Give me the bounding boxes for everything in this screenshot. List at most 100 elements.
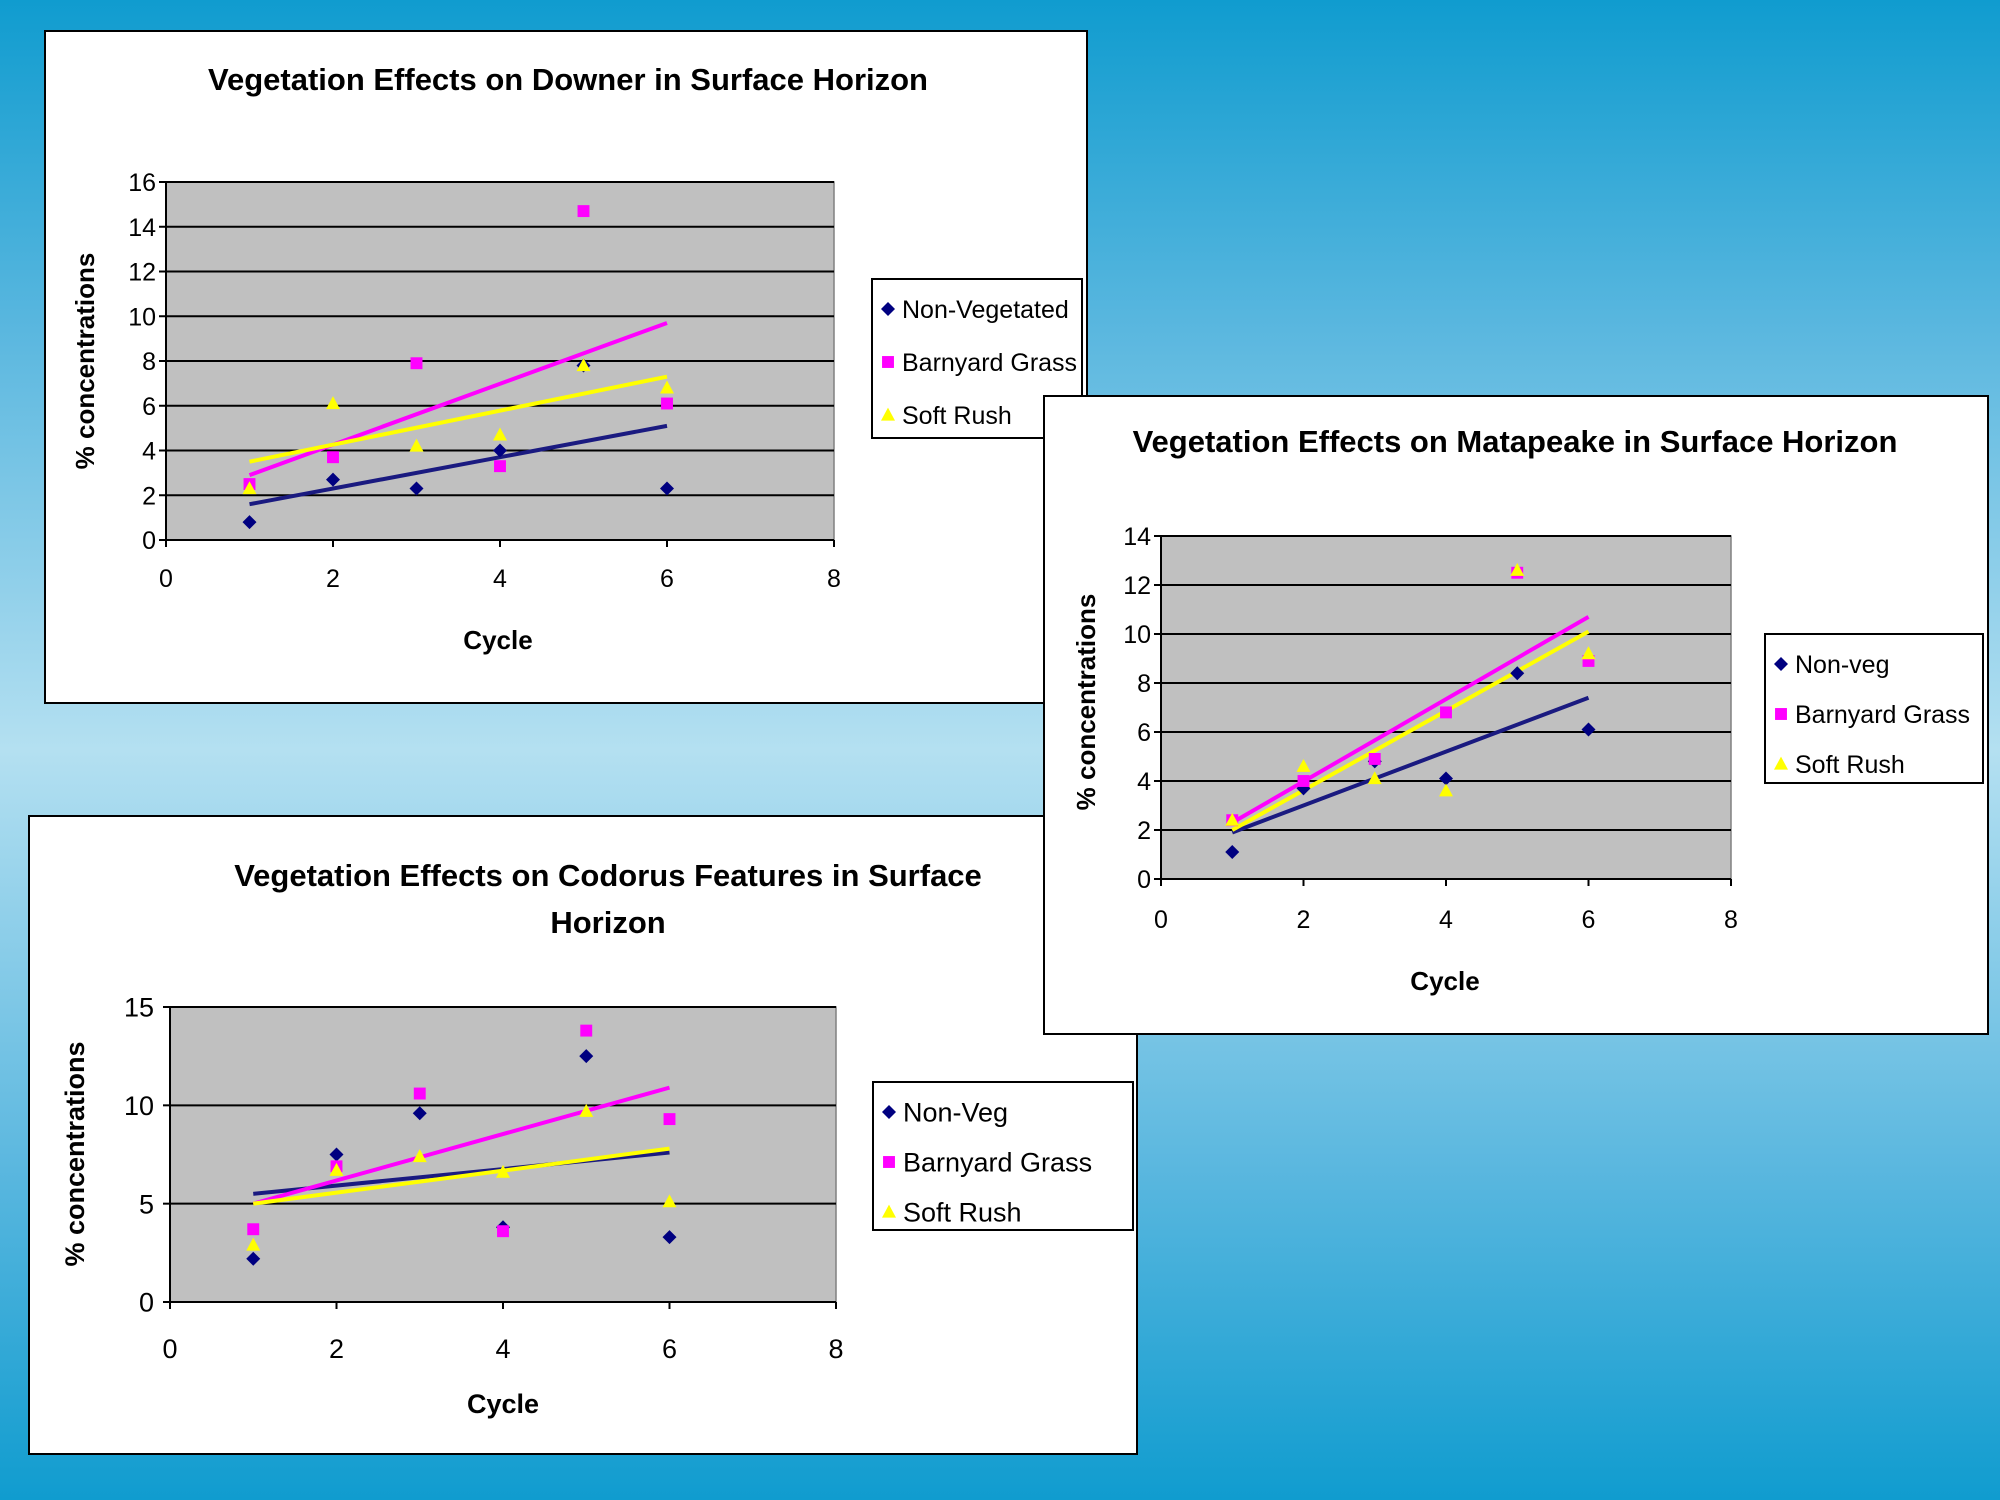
chart-matapeake: Vegetation Effects on Matapeake in Surfa… [1071, 424, 1984, 996]
y-tick-label: 10 [124, 1091, 154, 1121]
y-tick-label: 15 [124, 993, 154, 1023]
x-tick-label: 8 [828, 1334, 843, 1364]
x-tick-label: 4 [1439, 906, 1453, 934]
x-tick-label: 0 [1154, 906, 1168, 934]
data-point [1439, 771, 1453, 786]
data-point [1510, 562, 1525, 576]
y-tick-label: 0 [1137, 866, 1151, 894]
data-point [1297, 775, 1310, 787]
data-point [247, 1223, 260, 1236]
x-tick-label: 6 [662, 1334, 677, 1364]
y-tick-label: 14 [1123, 523, 1151, 551]
trendline-non-veg [1231, 695, 1590, 835]
data-point [494, 460, 506, 473]
data-point [1510, 666, 1525, 681]
legend-marker [882, 1204, 896, 1218]
y-tick-label: 4 [142, 438, 156, 466]
x-tick-label: 0 [162, 1334, 177, 1364]
data-point [1296, 758, 1311, 772]
data-point [410, 357, 423, 370]
series-soft-rush [1225, 562, 1596, 826]
chart-panel-downer: Vegetation Effects on Downer in Surface … [44, 30, 1088, 704]
data-point [1439, 783, 1453, 797]
y-tick-label: 14 [128, 214, 156, 242]
data-point [326, 396, 340, 410]
data-point [660, 481, 674, 496]
data-point [1225, 812, 1240, 826]
x-tick-label: 4 [493, 565, 507, 593]
legend-label: Barnyard Grass [902, 349, 1077, 377]
legend-marker [1774, 756, 1788, 770]
data-point [246, 1251, 261, 1266]
legend: Non-veg Barnyard Grass Soft Rush [1764, 633, 1984, 784]
plot-area [169, 1006, 837, 1303]
data-point [663, 1113, 676, 1126]
x-tick-label: 6 [660, 565, 674, 593]
legend-marker [882, 356, 894, 368]
y-tick-label: 10 [1123, 621, 1151, 649]
y-tick-label: 6 [142, 393, 156, 421]
chart-codorus: Vegetation Effects on Codorus Features i… [60, 858, 1134, 1419]
x-tick-label: 2 [1297, 906, 1311, 934]
data-point [242, 481, 257, 495]
y-tick-label: 12 [1123, 572, 1151, 600]
legend-box [872, 1081, 1134, 1231]
trendline-barnyard-grass [1231, 615, 1590, 825]
y-tick-label: 0 [139, 1288, 154, 1318]
data-point [246, 1237, 261, 1251]
data-point [579, 1049, 594, 1064]
legend-label: Non-Vegetated [902, 296, 1069, 324]
data-point [326, 472, 340, 487]
y-tick-label: 8 [142, 348, 156, 376]
data-point [412, 1149, 427, 1163]
trendline-soft-rush [249, 374, 668, 464]
y-tick-label: 6 [1137, 719, 1151, 747]
series-non-veg [1225, 666, 1596, 860]
data-point [662, 1230, 677, 1245]
data-point [660, 380, 674, 394]
data-point [409, 438, 424, 452]
legend-marker [883, 1156, 895, 1168]
data-point [493, 427, 507, 441]
data-point [1581, 722, 1596, 737]
x-tick-label: 6 [1582, 906, 1596, 934]
series-soft-rush [242, 358, 674, 495]
data-point [661, 397, 673, 410]
y-axis-label: % concentrations [60, 1041, 90, 1266]
data-point [242, 515, 257, 530]
data-point [1225, 845, 1240, 860]
y-tick-label: 16 [128, 169, 156, 197]
x-axis-label: Cycle [463, 625, 532, 655]
data-point [1440, 706, 1452, 719]
legend-label: Barnyard Grass [1795, 701, 1970, 729]
x-tick-label: 4 [495, 1334, 510, 1364]
legend-marker [881, 302, 895, 316]
x-axis-label: Cycle [467, 1389, 539, 1419]
data-point [1581, 646, 1596, 660]
y-tick-label: 8 [1137, 670, 1151, 698]
series-soft-rush [246, 1103, 677, 1251]
data-point [576, 358, 591, 372]
data-point [1296, 781, 1311, 796]
data-point [1582, 655, 1595, 667]
y-tick-label: 0 [142, 527, 156, 555]
chart-title: Vegetation Effects on Matapeake in Surfa… [1133, 424, 1898, 459]
legend-marker [881, 407, 895, 421]
y-tick-label: 4 [1137, 768, 1151, 796]
legend-marker [1775, 708, 1787, 720]
trendline-barnyard-grass [248, 321, 668, 477]
trendline-soft-rush [252, 1146, 670, 1206]
x-tick-label: 2 [326, 565, 340, 593]
chart-title: Vegetation Effects on Downer in Surface … [208, 62, 928, 97]
data-point [493, 443, 507, 458]
data-point [409, 481, 424, 496]
legend-marker [882, 1105, 896, 1119]
legend-label: Non-Veg [903, 1098, 1008, 1128]
data-point [1367, 771, 1382, 785]
data-point [329, 1162, 344, 1176]
chart-panel-codorus: Vegetation Effects on Codorus Features i… [28, 815, 1138, 1455]
y-axis-label: % concentrations [1071, 594, 1101, 811]
legend-label: Soft Rush [902, 402, 1012, 430]
trendline-soft-rush [1231, 629, 1590, 832]
data-point [327, 451, 339, 464]
